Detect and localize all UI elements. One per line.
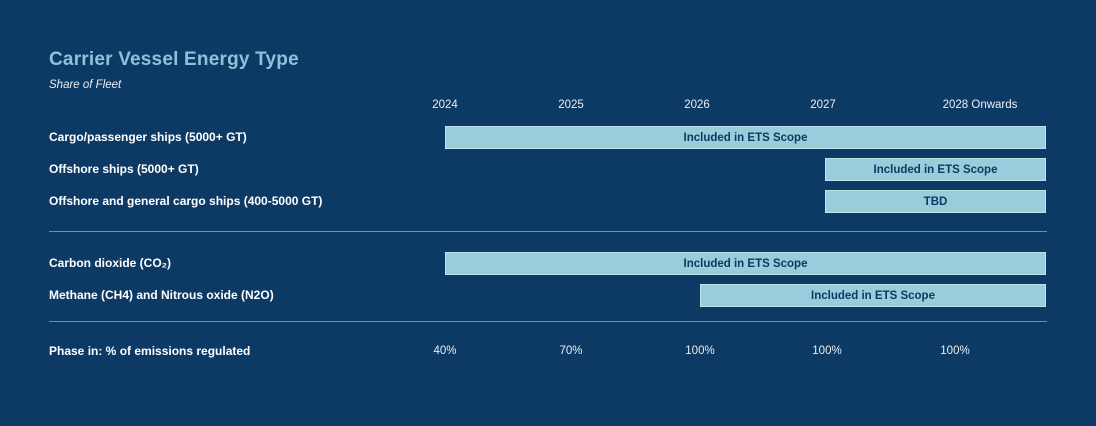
row-label-offshore-ships: Offshore ships (5000+ GT)	[49, 162, 199, 176]
bar-carbon-dioxide: Included in ETS Scope	[445, 252, 1046, 275]
year-label-2026: 2026	[684, 99, 710, 111]
bar-offshore-general-cargo-tbd: TBD	[825, 190, 1046, 213]
section-divider-bottom	[49, 321, 1047, 322]
bar-offshore-ships: Included in ETS Scope	[825, 158, 1046, 181]
page-subtitle: Share of Fleet	[49, 79, 122, 91]
bar-label: Included in ETS Scope	[811, 289, 935, 302]
row-label-methane-nitrous-oxide: Methane (CH4) and Nitrous oxide (N2O)	[49, 288, 274, 302]
bar-label: TBD	[923, 195, 948, 208]
bar-label: Included in ETS Scope	[873, 163, 998, 176]
page-title: Carrier Vessel Energy Type	[49, 49, 299, 70]
bars-layer-gases: Included in ETS Scope Included in ETS Sc…	[445, 0, 1046, 426]
row-label-cargo-passenger-ships: Cargo/passenger ships (5000+ GT)	[49, 130, 247, 144]
year-axis: 2024 2025 2026 2027 2028 Onwards	[432, 0, 1046, 426]
bar-methane-nitrous-oxide: Included in ETS Scope	[700, 284, 1046, 307]
row-label-phase-in: Phase in: % of emissions regulated	[49, 344, 251, 358]
row-label-carbon-dioxide: Carbon dioxide (CO₂)	[49, 256, 171, 270]
year-label-2028-onwards: 2028 Onwards	[942, 99, 1018, 111]
year-label-2024: 2024	[432, 99, 458, 111]
phase-in-value-2028-onwards: 100%	[940, 345, 970, 357]
row-label-offshore-general-cargo-ships: Offshore and general cargo ships (400-50…	[49, 194, 323, 208]
phase-in-value-2026: 100%	[685, 345, 715, 357]
bars-layer-vessels: Included in ETS Scope Included in ETS Sc…	[445, 0, 1046, 426]
phase-in-value-2024: 40%	[433, 345, 457, 357]
phase-in-value-2025: 70%	[559, 345, 583, 357]
bar-label: Included in ETS Scope	[683, 257, 808, 270]
phase-in-values-row: 40% 70% 100% 100% 100%	[433, 0, 1046, 426]
year-label-2027: 2027	[810, 99, 836, 111]
bar-cargo-passenger-ships: Included in ETS Scope	[445, 126, 1046, 149]
phase-in-value-2027: 100%	[812, 345, 842, 357]
bar-label: Included in ETS Scope	[683, 131, 808, 144]
section-divider-top	[49, 231, 1047, 232]
year-label-2025: 2025	[558, 99, 584, 111]
